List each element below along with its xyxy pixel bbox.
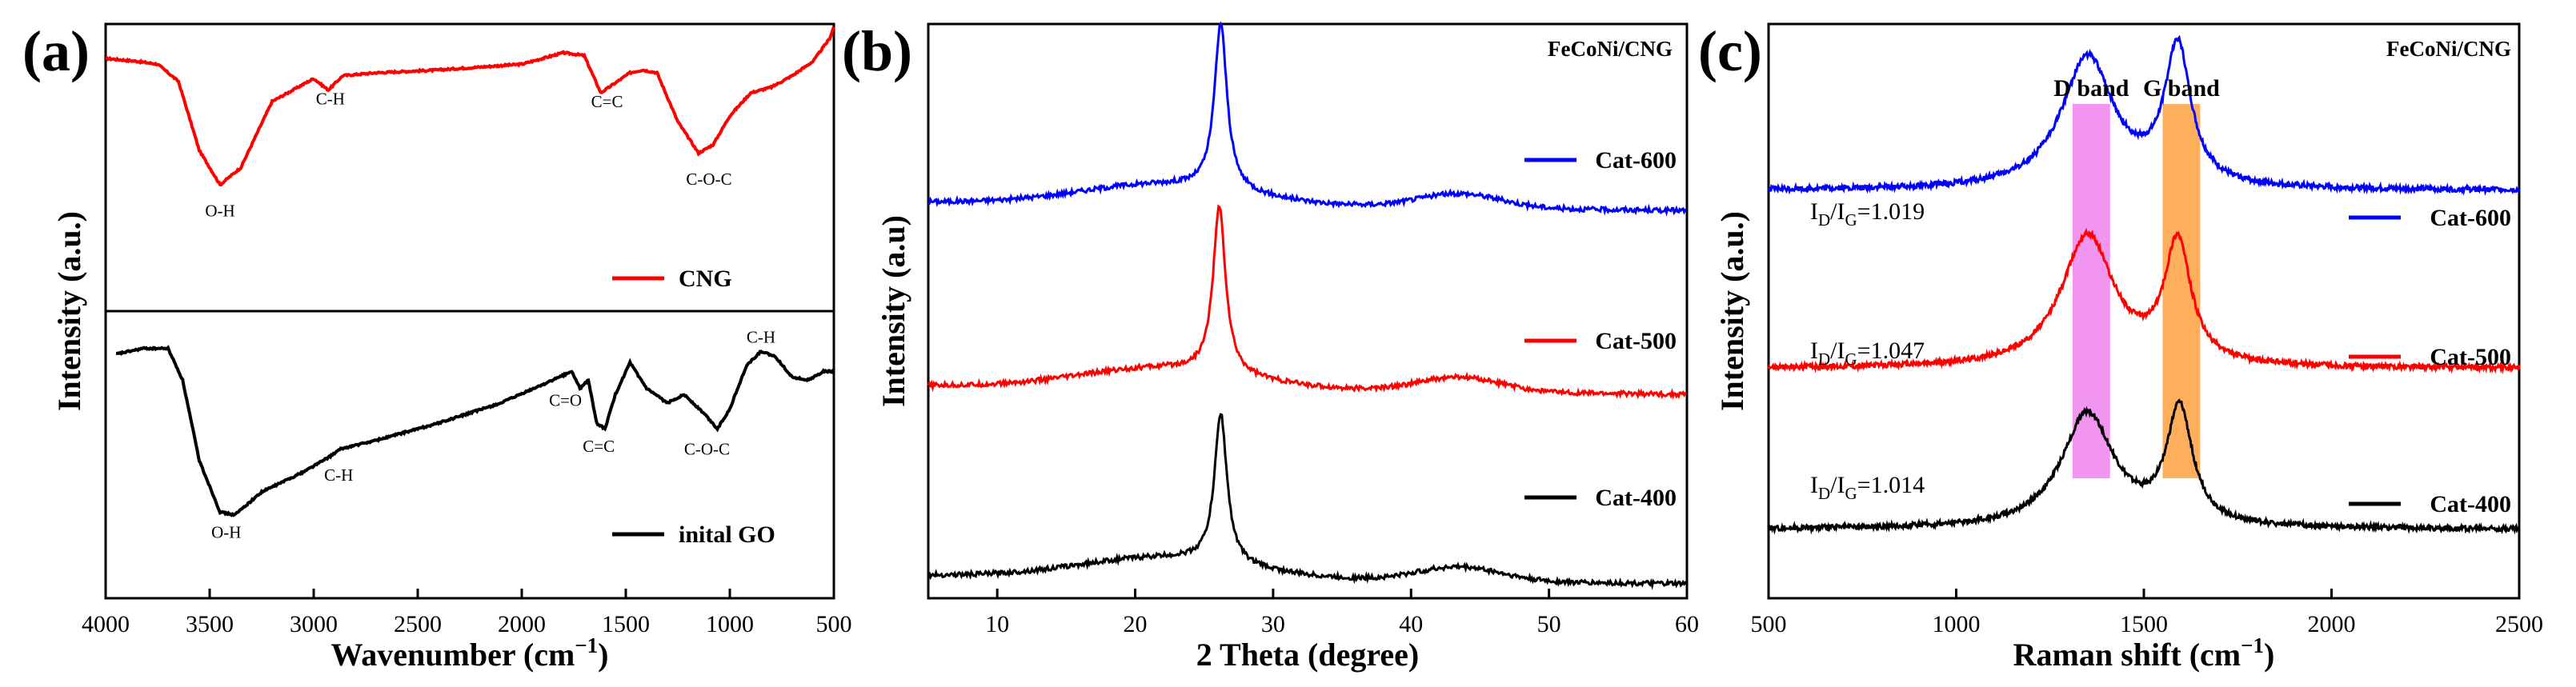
panel-a-go-curve [115, 345, 835, 517]
panel-b: (b) 10 20 30 40 50 60 FeCoNi/CNG Cat-600 Cat-… [842, 19, 1699, 673]
panel-c-ratio-cat400: ID/IG=1.014 [1810, 472, 1925, 503]
panel-b-legend-cat600: Cat-600 [1595, 147, 1677, 174]
panel-b-y-axis-title: Intensity (a.u) [875, 215, 911, 407]
panel-c-x-axis-title: Raman shift (cm−1) [2013, 633, 2275, 673]
panel-a-annotation: C=C [591, 92, 623, 111]
x-tick-label: 1000 [1933, 611, 1981, 637]
x-tick-label: 1500 [602, 611, 650, 637]
panel-a-annotation: C=O [549, 390, 582, 409]
panel-c-legend-cat600: Cat-600 [2430, 205, 2511, 231]
panel-c: (c) 500 1000 1500 2000 2500 D band G band Fe… [1698, 19, 2543, 673]
x-tick-label: 30 [1261, 611, 1285, 637]
panel-a-y-axis-title: Intensity (a.u.) [51, 211, 87, 411]
panel-b-x-axis-title: 2 Theta (degree) [1196, 637, 1419, 673]
x-tick-label: 3500 [186, 611, 234, 637]
panel-a-annotation: C-H [316, 90, 345, 109]
panel-a-annotation: C=C [583, 437, 615, 456]
panel-a-annotation: C-O-C [686, 170, 731, 189]
panel-a-legend-go: inital GO [679, 521, 775, 548]
x-tick-label: 1500 [2120, 611, 2168, 637]
x-tick-label: 50 [1537, 611, 1561, 637]
panel-a-annotation: O-H [211, 523, 241, 542]
panel-c-legend-cat400: Cat-400 [2430, 491, 2511, 517]
x-tick-label: 2000 [2308, 611, 2356, 637]
x-tick-label: 2500 [2495, 611, 2543, 637]
panel-c-y-axis-title: Intensity (a.u.) [1714, 211, 1750, 411]
x-tick-label: 500 [816, 611, 852, 637]
panel-b-frame [927, 22, 1689, 600]
x-tick-label: 3000 [290, 611, 338, 637]
x-tick-label: 20 [1124, 611, 1148, 637]
panel-c-sample-title: FeCoNi/CNG [2386, 37, 2511, 61]
panel-c-d-band-label: D band [2053, 75, 2129, 102]
panel-a-cng-curve [105, 26, 835, 187]
panel-a-annotation: C-H [324, 465, 353, 485]
panel-b-letter: (b) [842, 19, 912, 83]
panel-c-cat600-curve [1767, 34, 2521, 196]
panel-b-x-ticks: 10 20 30 40 50 60 [985, 589, 1699, 637]
panel-c-g-band-label: G band [2143, 75, 2220, 102]
panel-a-x-axis-title: Wavenumber (cm−1) [331, 633, 608, 673]
panel-a: (a) 4000 3500 3000 2500 2000 1500 1000 500 O-H C… [22, 19, 852, 673]
panel-b-cat400-curve [927, 413, 1688, 591]
panel-c-ratio-cat500: ID/IG=1.047 [1810, 338, 1925, 369]
panel-b-cat500-curve [927, 204, 1687, 400]
panel-a-x-ticks: 4000 3500 3000 2500 2000 1500 1000 500 [82, 589, 852, 637]
x-tick-label: 4000 [82, 611, 130, 637]
x-tick-label: 10 [985, 611, 1009, 637]
x-tick-label: 60 [1675, 611, 1699, 637]
x-tick-label: 40 [1399, 611, 1423, 637]
panel-b-cat600-curve [927, 21, 1687, 217]
panel-b-legend-cat500: Cat-500 [1595, 328, 1677, 354]
panel-a-annotation: C-H [747, 327, 775, 346]
panel-b-legend-cat400: Cat-400 [1595, 485, 1677, 511]
x-tick-label: 500 [1751, 611, 1787, 637]
panel-c-legend-cat500: Cat-500 [2430, 344, 2511, 370]
panel-c-cat500-curve [1767, 227, 2521, 375]
panel-c-x-ticks: 500 1000 1500 2000 2500 [1751, 589, 2543, 637]
panel-c-cat400-curve [1767, 398, 2521, 535]
panel-c-frame [1767, 22, 2521, 600]
panel-a-letter: (a) [22, 19, 90, 83]
panel-c-letter: (c) [1698, 19, 1762, 83]
panel-a-annotation: O-H [205, 202, 234, 221]
panel-a-annotation: C-O-C [684, 440, 730, 459]
x-tick-label: 2000 [498, 611, 546, 637]
x-tick-label: 1000 [706, 611, 754, 637]
panel-c-ratio-cat600: ID/IG=1.019 [1810, 198, 1925, 230]
panel-a-annotations: O-H C-H C=C C-O-C O-H C-H C=O C=C C-O-C C-H [205, 90, 775, 542]
x-tick-label: 2500 [394, 611, 442, 637]
panel-b-sample-title: FeCoNi/CNG [1548, 37, 1673, 61]
panel-a-legend-cng: CNG [679, 266, 732, 292]
panel-c-g-band-highlight [2162, 104, 2201, 478]
